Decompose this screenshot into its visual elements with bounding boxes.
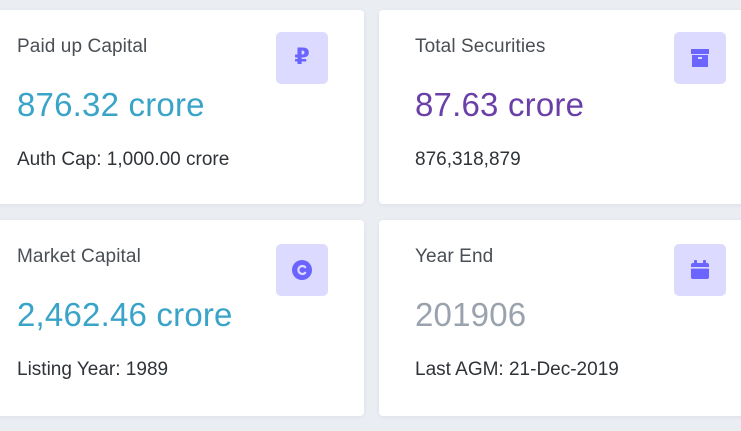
total-securities-card: Total Securities 87.63 crore 876,318,879 [379, 10, 741, 204]
card-label: Year End [415, 246, 494, 267]
market-capital-card: Market Capital 2,462.46 crore Listing Ye… [0, 220, 364, 416]
card-subtext: Last AGM: 21-Dec-2019 [415, 359, 619, 380]
box-svg [691, 49, 709, 67]
card-value: 201906 [415, 296, 527, 333]
calendar-svg [691, 260, 709, 279]
card-value: 2,462.46 crore [17, 296, 233, 333]
card-label: Paid up Capital [17, 36, 148, 57]
year-end-card: Year End 201906 Last AGM: 21-Dec-2019 [379, 220, 741, 416]
card-subtext: 876,318,879 [415, 149, 521, 170]
card-subtext: Listing Year: 1989 [17, 359, 169, 380]
paid-up-capital-card: Paid up Capital ₽ 876.32 crore Auth Cap:… [0, 10, 364, 204]
box-icon [674, 32, 726, 84]
card-label: Market Capital [17, 246, 141, 267]
card-value: 876.32 crore [17, 86, 205, 123]
ruble-glyph: ₽ [294, 45, 310, 70]
copyright-svg [292, 260, 312, 280]
card-subtext: Auth Cap: 1,000.00 crore [17, 149, 230, 170]
card-value: 87.63 crore [415, 86, 585, 123]
ruble-icon: ₽ [276, 32, 328, 84]
card-label: Total Securities [415, 36, 546, 57]
copyright-icon [276, 244, 328, 296]
calendar-icon [674, 244, 726, 296]
